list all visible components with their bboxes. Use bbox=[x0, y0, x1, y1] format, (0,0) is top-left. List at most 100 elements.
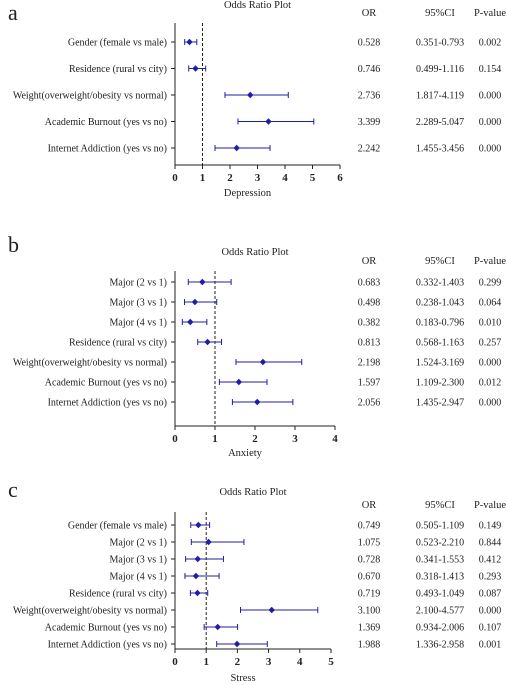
row-label: Major (2 vs 1) bbox=[110, 278, 168, 289]
ci-value: 0.318-1.413 bbox=[416, 572, 464, 583]
x-tick-label: 0 bbox=[172, 172, 178, 184]
row-label: Weight(overweight/obesity vs normal) bbox=[13, 358, 167, 369]
x-axis-label: Anxiety bbox=[228, 448, 263, 459]
or-value: 1.988 bbox=[358, 640, 381, 651]
or-point bbox=[265, 118, 272, 125]
or-value: 0.749 bbox=[358, 521, 381, 532]
x-tick-label: 2 bbox=[235, 656, 241, 668]
or-point bbox=[192, 65, 199, 72]
p-value: 0.149 bbox=[479, 521, 502, 532]
row-label: Major (3 vs 1) bbox=[110, 298, 168, 309]
x-axis-label: Depression bbox=[224, 188, 272, 199]
row-label: Residence (rural vs city) bbox=[69, 338, 167, 349]
or-value: 3.399 bbox=[358, 117, 381, 128]
p-value: 0.000 bbox=[479, 358, 502, 369]
or-value: 2.056 bbox=[358, 398, 381, 409]
x-tick-label: 1 bbox=[212, 433, 218, 445]
or-value: 2.736 bbox=[358, 91, 381, 102]
or-point bbox=[205, 538, 212, 546]
row-label: Academic Burnout (yes vs no) bbox=[45, 117, 167, 128]
forest-plot-stress: Odds Ratio Plot OR 95%CI P-value 0 1 2 3 4 5 Stres… bbox=[13, 487, 507, 684]
or-point bbox=[186, 38, 193, 46]
or-value: 0.528 bbox=[358, 38, 381, 49]
or-value: 2.242 bbox=[358, 144, 381, 155]
or-point bbox=[235, 378, 243, 386]
ci-value: 0.568-1.163 bbox=[416, 338, 464, 349]
ci-value: 0.523-2.210 bbox=[416, 538, 464, 549]
p-value: 0.001 bbox=[479, 640, 502, 651]
forest-panel-depression: a Odds Ratio Plot OR 95%CI P-value 0 1 2 3 4 5 6 De… bbox=[0, 0, 507, 215]
p-value: 0.154 bbox=[479, 64, 502, 75]
x-tick-label: 1 bbox=[200, 172, 206, 184]
p-value: 0.000 bbox=[479, 606, 502, 617]
ci-value: 2.100-4.577 bbox=[416, 606, 464, 617]
ci-value: 0.238-1.043 bbox=[416, 298, 464, 309]
row-label: Major (3 vs 1) bbox=[110, 555, 168, 566]
or-value: 1.369 bbox=[358, 623, 381, 634]
or-value: 0.746 bbox=[358, 64, 381, 75]
column-header-ci: 95%CI bbox=[425, 500, 455, 511]
x-tick-label: 3 bbox=[255, 172, 261, 184]
ci-value: 1.524-3.169 bbox=[416, 358, 464, 369]
row-label: Major (4 vs 1) bbox=[110, 572, 168, 583]
row-label: Internet Addiction (yes vs no) bbox=[48, 144, 167, 155]
ci-value: 0.493-1.049 bbox=[416, 589, 464, 600]
row-label: Weight(overweight/obesity vs normal) bbox=[13, 91, 167, 102]
or-value: 0.498 bbox=[358, 298, 381, 309]
x-tick-label: 2 bbox=[252, 433, 258, 445]
or-point bbox=[192, 572, 200, 580]
x-tick-label: 5 bbox=[310, 172, 316, 184]
p-value: 0.299 bbox=[479, 278, 502, 289]
p-value: 0.012 bbox=[479, 378, 502, 389]
column-header-ci: 95%CI bbox=[425, 8, 455, 19]
x-tick-label: 2 bbox=[227, 172, 233, 184]
p-value: 0.087 bbox=[479, 589, 502, 600]
or-point bbox=[187, 318, 194, 326]
or-value: 0.670 bbox=[358, 572, 381, 583]
row-label: Residence (rural vs city) bbox=[69, 64, 167, 75]
or-value: 0.683 bbox=[358, 278, 381, 289]
ci-value: 0.934-2.006 bbox=[416, 623, 464, 634]
x-tick-label: 0 bbox=[172, 433, 178, 445]
x-tick-label: 0 bbox=[172, 656, 178, 668]
row-label: Major (2 vs 1) bbox=[110, 538, 168, 549]
row-label: Gender (female vs male) bbox=[68, 38, 167, 49]
or-value: 0.382 bbox=[358, 318, 381, 329]
panel-label: b bbox=[8, 232, 19, 257]
column-header-pvalue: P-value bbox=[474, 256, 506, 267]
or-value: 0.813 bbox=[358, 338, 381, 349]
p-value: 0.293 bbox=[479, 572, 502, 583]
or-point bbox=[214, 623, 221, 631]
ci-value: 0.505-1.109 bbox=[416, 521, 464, 532]
ci-value: 0.341-1.553 bbox=[416, 555, 464, 566]
forest-panel-stress: c Odds Ratio Plot OR 95%CI P-value 0 1 2 3 4 5 Str… bbox=[0, 475, 507, 685]
x-tick-label: 6 bbox=[337, 172, 343, 184]
forest-panel-anxiety: b Odds Ratio Plot OR 95%CI P-value 0 1 2 3 4 Anxi… bbox=[0, 230, 507, 460]
p-value: 0.412 bbox=[479, 555, 502, 566]
p-value: 0.000 bbox=[479, 398, 502, 409]
p-value: 0.844 bbox=[479, 538, 502, 549]
ci-value: 1.109-2.300 bbox=[416, 378, 464, 389]
ci-value: 0.332-1.403 bbox=[416, 278, 464, 289]
ci-value: 0.183-0.796 bbox=[416, 318, 464, 329]
row-label: Gender (female vs male) bbox=[68, 521, 167, 532]
row-label: Internet Addiction (yes vs no) bbox=[48, 398, 167, 409]
p-value: 0.000 bbox=[479, 117, 502, 128]
or-value: 2.198 bbox=[358, 358, 381, 369]
column-header-or: OR bbox=[362, 256, 377, 267]
or-point bbox=[199, 278, 206, 286]
ci-value: 1.817-4.119 bbox=[416, 91, 464, 102]
column-header-or: OR bbox=[362, 500, 377, 511]
p-value: 0.010 bbox=[479, 318, 502, 329]
column-header-ci: 95%CI bbox=[425, 256, 455, 267]
or-value: 1.075 bbox=[358, 538, 381, 549]
or-point bbox=[233, 640, 241, 648]
or-value: 0.728 bbox=[358, 555, 381, 566]
row-label: Major (4 vs 1) bbox=[110, 318, 168, 329]
or-value: 0.719 bbox=[358, 589, 381, 600]
p-value: 0.064 bbox=[479, 298, 502, 309]
x-axis-label: Stress bbox=[230, 673, 255, 684]
or-point bbox=[254, 398, 261, 406]
column-header-or: OR bbox=[362, 8, 377, 19]
column-header-pvalue: P-value bbox=[474, 500, 506, 511]
